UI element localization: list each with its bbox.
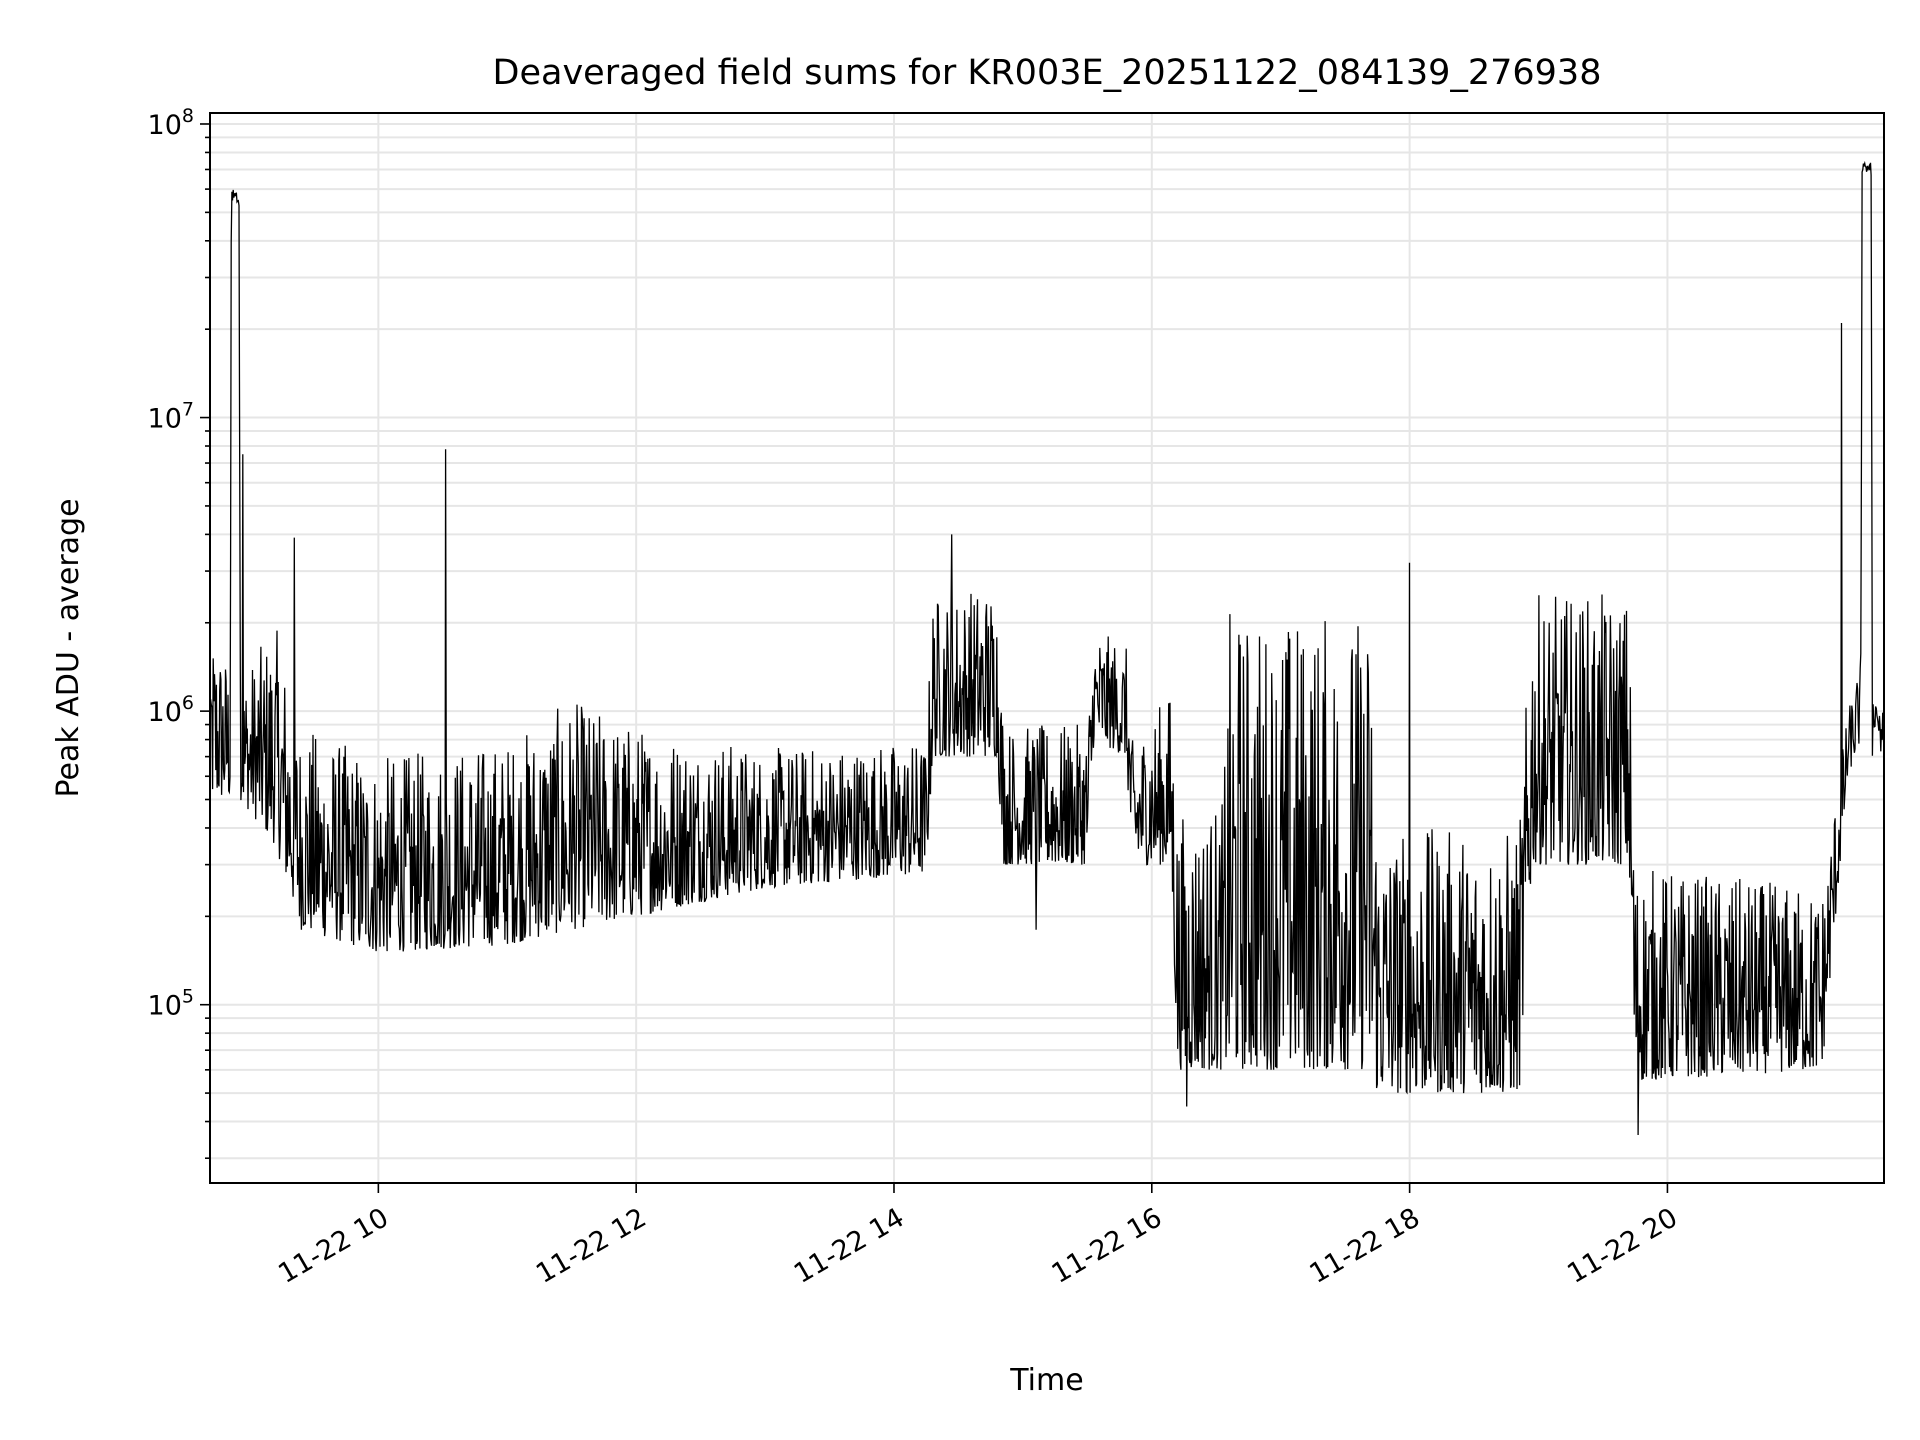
y-tick-label: 106	[148, 692, 194, 728]
x-axis-label: Time	[1009, 1363, 1083, 1398]
plot-area	[209, 160, 1885, 1136]
data-series-line	[209, 160, 1885, 1136]
y-tick-label: 105	[148, 986, 194, 1022]
y-axis-label: Peak ADU - average	[51, 498, 86, 797]
y-tick-label: 107	[148, 399, 194, 435]
chart-title: Deaveraged field sums for KR003E_2025112…	[493, 53, 1602, 93]
axes-frame	[209, 112, 1885, 1184]
y-tick-label: 108	[148, 105, 194, 141]
